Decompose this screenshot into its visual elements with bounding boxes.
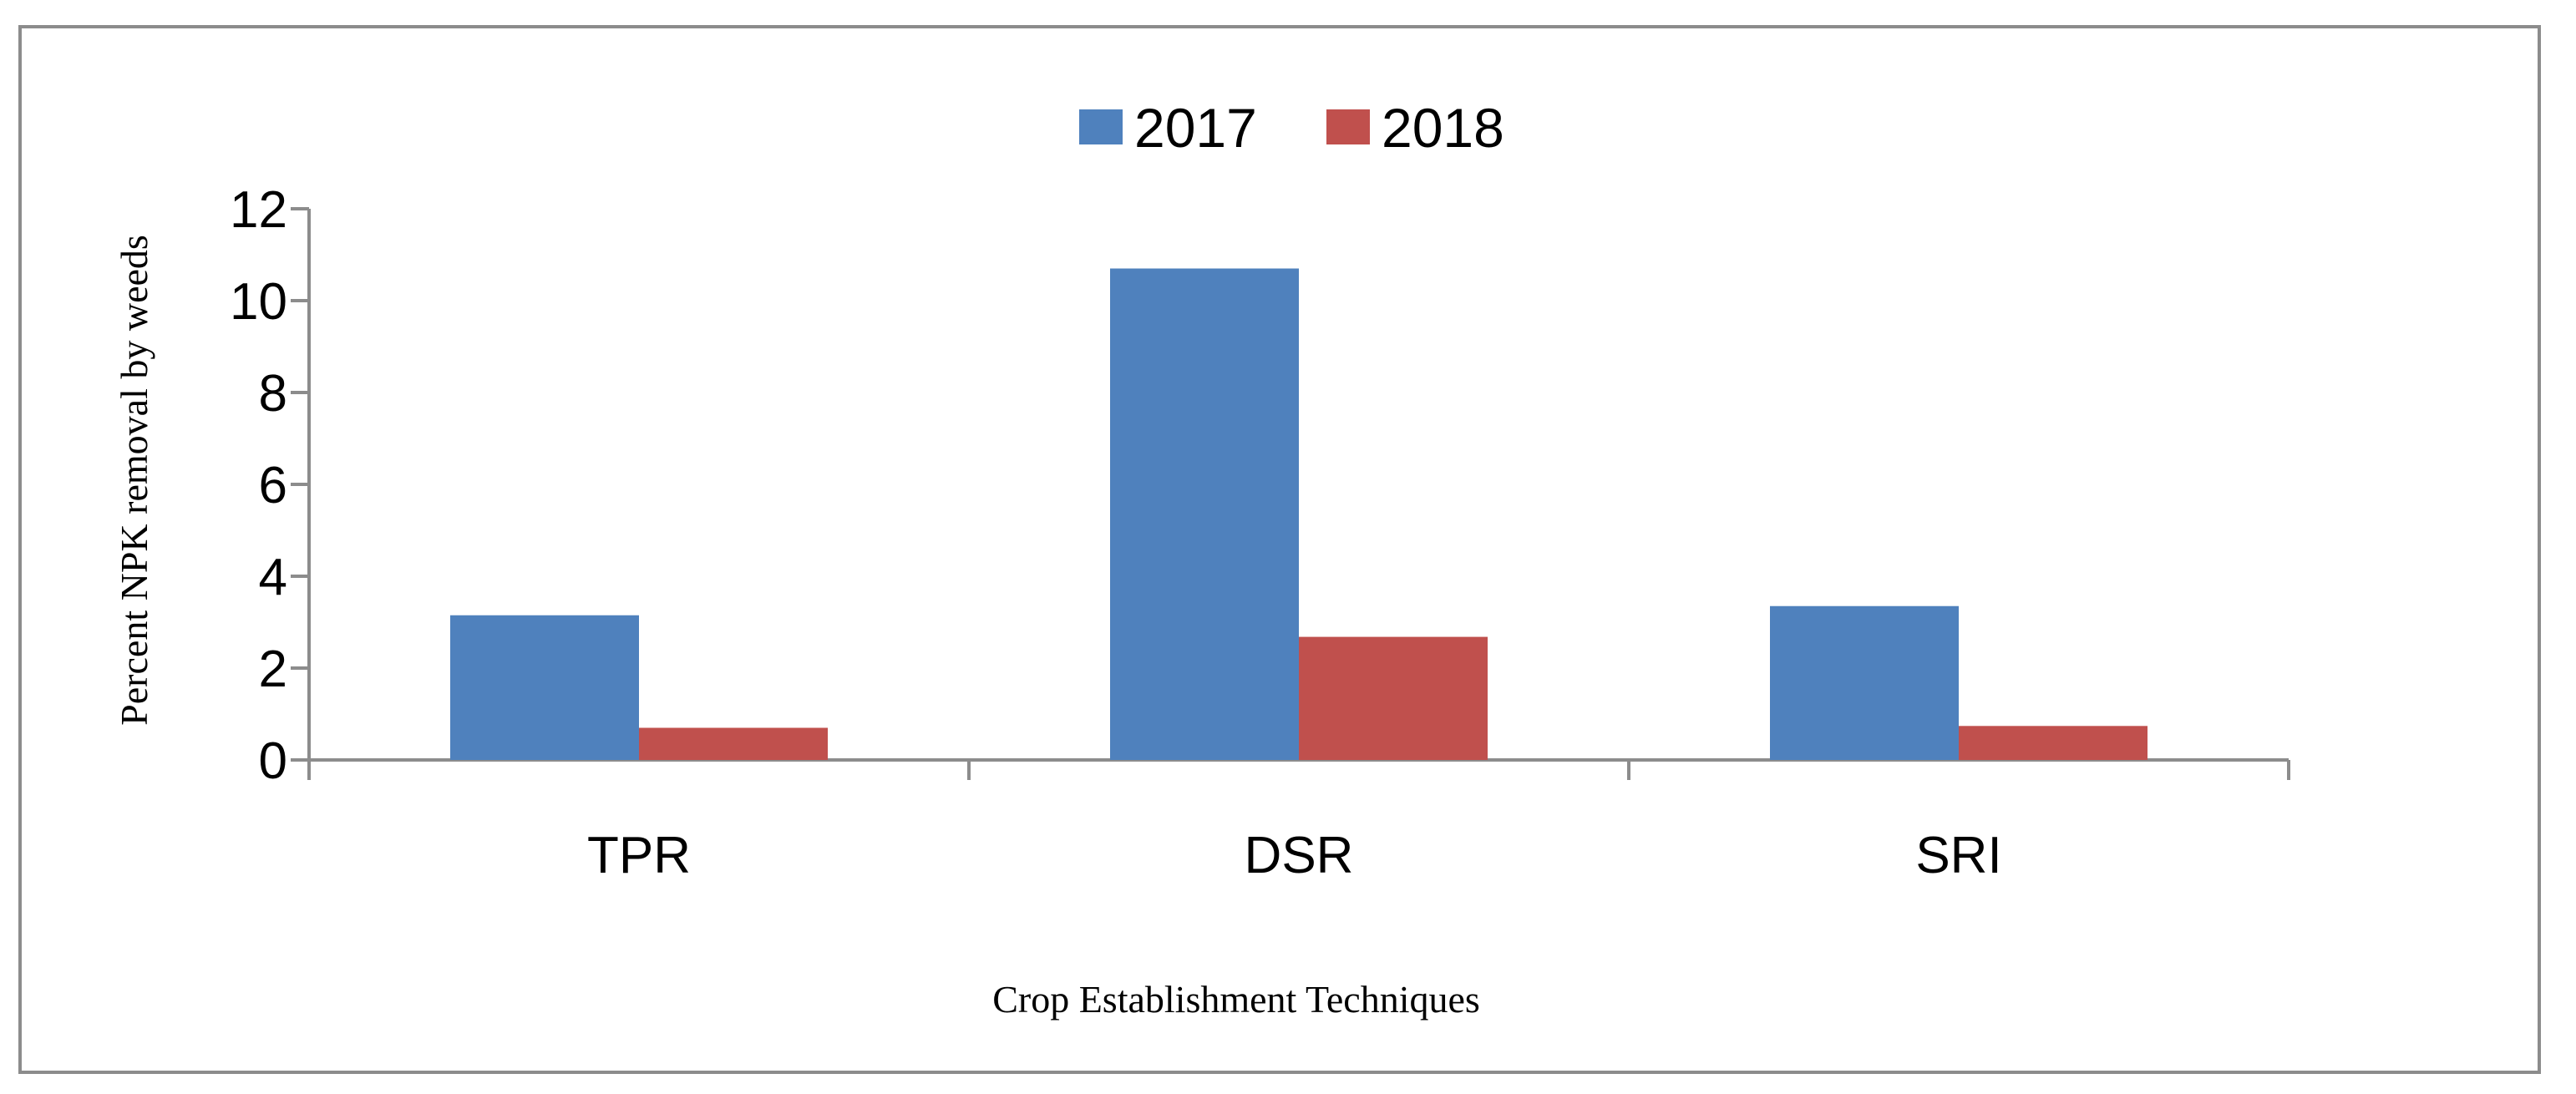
y-tick-label: 2 bbox=[259, 641, 287, 698]
bar-tpr-2017 bbox=[450, 615, 639, 760]
x-tick-label: SRI bbox=[1915, 827, 2001, 884]
x-tick-label: TPR bbox=[587, 827, 691, 884]
legend-label-2017: 2017 bbox=[1134, 97, 1257, 159]
legend: 2017 2018 bbox=[1079, 97, 1504, 159]
y-tick-label: 8 bbox=[259, 365, 287, 423]
y-tick-label: 4 bbox=[259, 549, 287, 606]
legend-swatch-2017 bbox=[1079, 109, 1123, 144]
legend-swatch-2018 bbox=[1326, 109, 1370, 144]
x-axis-label: Crop Establishment Techniques bbox=[992, 978, 1480, 1021]
bar-dsr-2017 bbox=[1110, 268, 1299, 760]
legend-label-2018: 2018 bbox=[1382, 97, 1504, 159]
bar-tpr-2018 bbox=[639, 727, 828, 760]
y-tick-label: 0 bbox=[259, 732, 287, 790]
bar-dsr-2018 bbox=[1299, 636, 1488, 760]
y-tick-label: 10 bbox=[230, 273, 287, 331]
y-tick-label: 6 bbox=[259, 457, 287, 514]
bars bbox=[450, 268, 2148, 760]
bar-sri-2018 bbox=[1959, 726, 2148, 760]
x-tick-label: DSR bbox=[1245, 827, 1354, 884]
y-tick-label: 12 bbox=[230, 181, 287, 239]
y-axis-label: Percent NPK removal by weeds bbox=[113, 235, 155, 726]
bar-sri-2017 bbox=[1770, 605, 1959, 760]
